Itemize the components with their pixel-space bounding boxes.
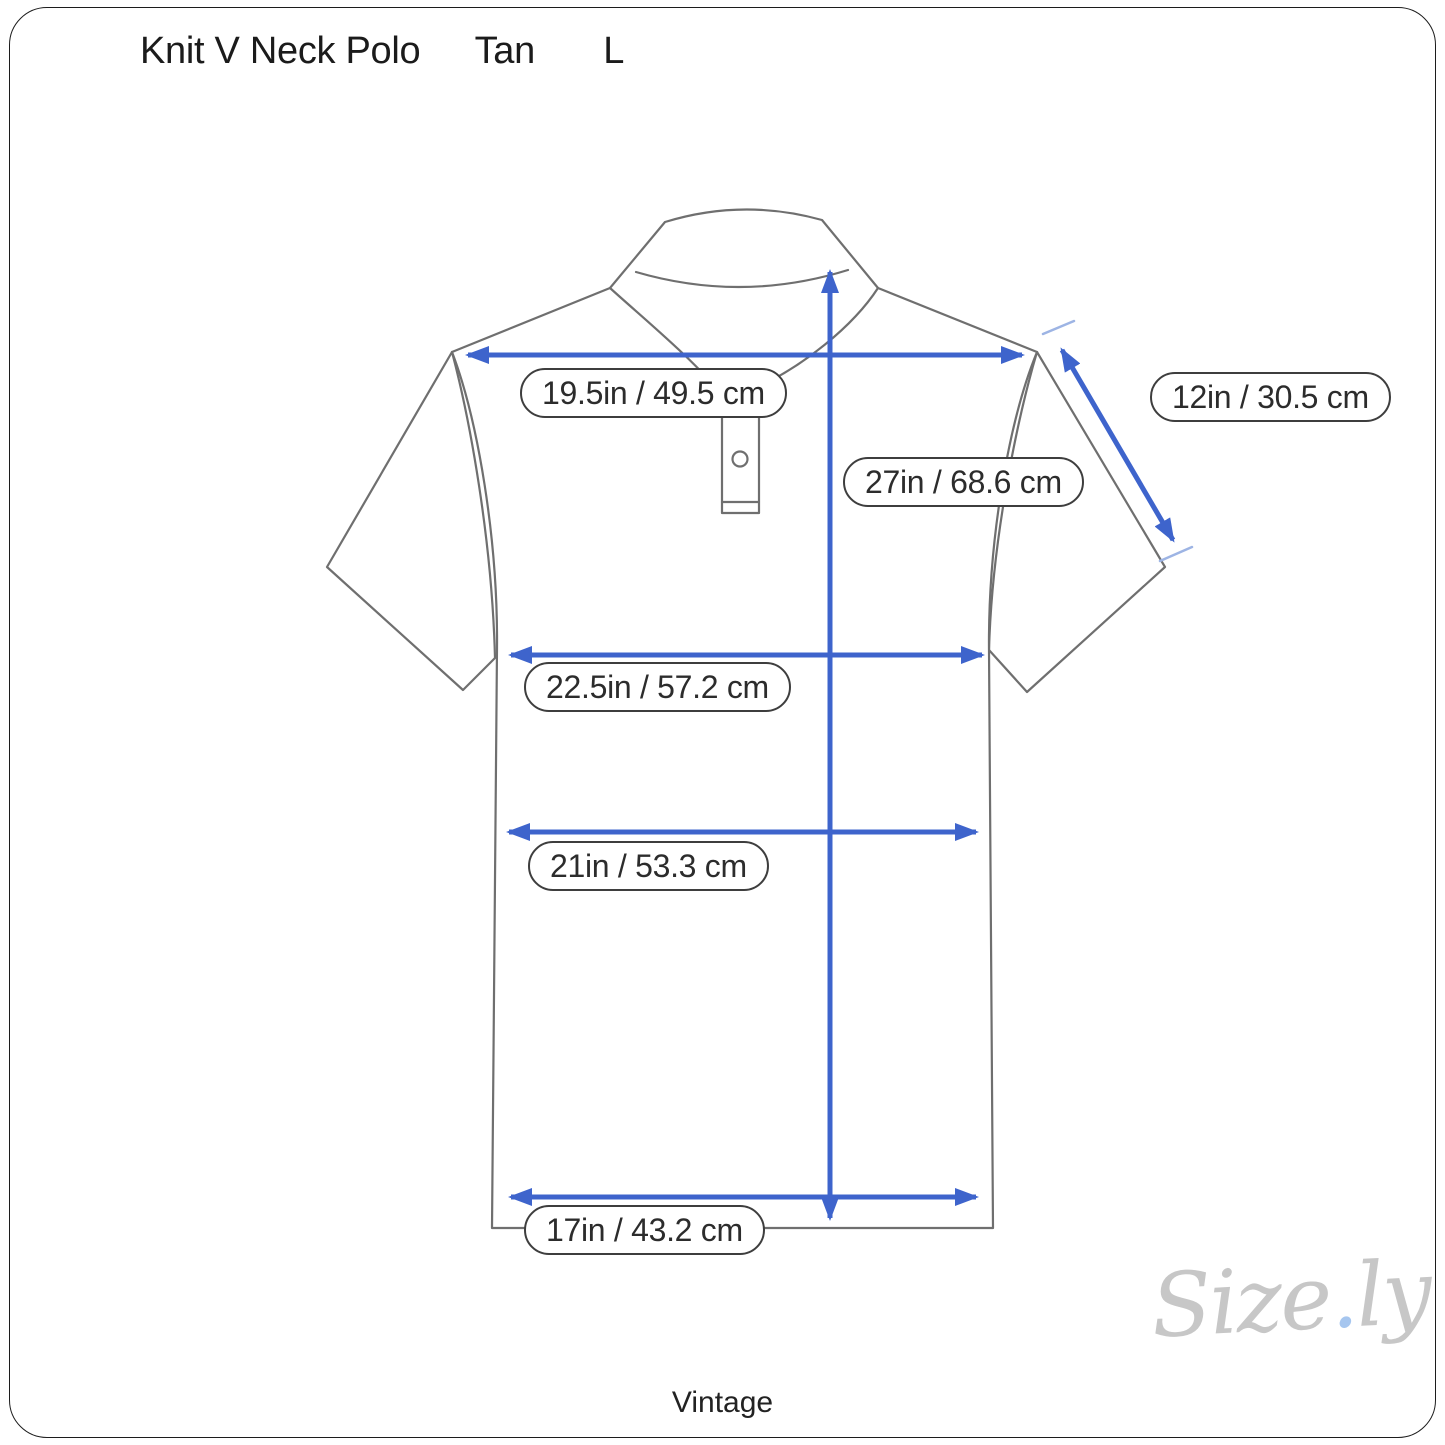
measurement-label-waist-width: 21in / 53.3 cm bbox=[528, 841, 769, 891]
product-name: Knit V Neck Polo bbox=[140, 30, 421, 72]
measurement-label-hem-width: 17in / 43.2 cm bbox=[524, 1205, 765, 1255]
sizely-logo-text: ly bbox=[1353, 1240, 1433, 1347]
measurement-label-chest-width: 22.5in / 57.2 cm bbox=[524, 662, 791, 712]
measurement-label-body-length: 27in / 68.6 cm bbox=[843, 457, 1084, 507]
sizely-logo: Size.ly bbox=[1128, 1240, 1433, 1358]
page-title: Knit V Neck Polo Tan L bbox=[140, 30, 624, 73]
measurement-label-shoulder-width: 19.5in / 49.5 cm bbox=[520, 368, 787, 418]
brand-label: Vintage bbox=[671, 1386, 774, 1419]
sleeve-length-arrow bbox=[1059, 347, 1176, 543]
left-sleeve-outline bbox=[325, 350, 497, 692]
product-size: L bbox=[603, 30, 625, 72]
sleeve-arrow-end-tick bbox=[1158, 545, 1194, 563]
product-color: Tan bbox=[474, 30, 536, 72]
sizely-logo-text: Size bbox=[1148, 1245, 1333, 1358]
measurement-label-sleeve-length: 12in / 30.5 cm bbox=[1150, 372, 1391, 422]
shirt-body-outline bbox=[450, 286, 1039, 1230]
sleeve-arrow-end-tick bbox=[1041, 319, 1076, 336]
button bbox=[731, 450, 749, 468]
